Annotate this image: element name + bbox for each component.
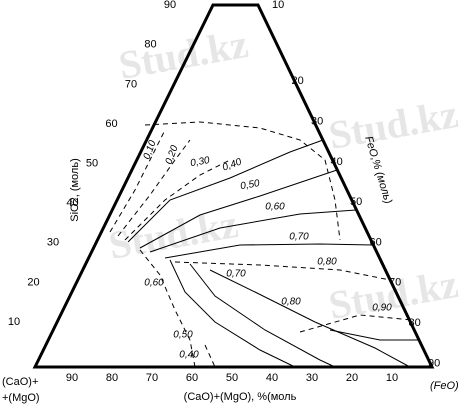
isoline [164, 243, 374, 259]
isoline [169, 259, 296, 368]
isoline-label: 0,50 [239, 178, 261, 192]
bottom-tick-label: 20 [346, 372, 358, 384]
isolines [109, 121, 418, 368]
watermark: Stud.kz [325, 91, 461, 158]
isoline [204, 344, 216, 368]
axis-label: SiO2, (моль) [69, 158, 81, 221]
right-tick-label: 10 [272, 0, 284, 11]
right-tick-label: 80 [409, 317, 421, 329]
isoline [174, 261, 391, 281]
right-tick-label: 40 [331, 156, 343, 168]
bottom-tick-label: 50 [226, 372, 238, 384]
isoline [109, 129, 166, 233]
isoline [189, 263, 336, 368]
left-tick-label: 60 [105, 118, 117, 130]
bottom-tick-label: 30 [306, 372, 318, 384]
left-tick-label: 90 [164, 0, 176, 11]
isoline-label: 0,70 [289, 232, 309, 243]
left-tick-label: 50 [86, 158, 98, 170]
right-tick-label: 60 [370, 236, 382, 248]
isoline-label: 0,70 [226, 269, 246, 280]
left-tick-label: 30 [47, 237, 59, 249]
isoline-label: 0,50 [173, 330, 193, 341]
watermark: Stud.kz [105, 201, 241, 268]
left-tick-label: 40 [66, 197, 78, 209]
corner-label: +(MgO) [2, 392, 40, 404]
isoline-label: 0,60 [144, 278, 164, 289]
right-tick-label: 20 [292, 75, 304, 87]
left-tick-label: 20 [27, 276, 39, 288]
axis-label: (CaO)+(MgO), %(моль [184, 391, 297, 403]
bottom-tick-label: 80 [106, 372, 118, 384]
corner-label: (FeO) [430, 380, 459, 392]
isoline-label: 0,40 [221, 156, 243, 173]
isoline [329, 329, 418, 341]
corner-label: (CaO)+ [2, 376, 38, 388]
isoline [139, 249, 196, 368]
isoline [209, 269, 411, 368]
left-tick-label: 10 [8, 316, 20, 328]
isoline [149, 209, 357, 253]
isoline-label: 0,90 [372, 303, 392, 314]
isoline-label: 0,40 [179, 350, 199, 361]
isoline-label: 0,30 [189, 155, 211, 169]
isoline-label: 0,20 [164, 144, 181, 166]
bottom-tick-label: 10 [386, 372, 398, 384]
right-tick-label: 50 [350, 196, 362, 208]
left-tick-label: 80 [144, 39, 156, 51]
bottom-tick-label: 70 [146, 372, 158, 384]
right-tick-label: 30 [311, 116, 323, 128]
bottom-tick-label: 90 [66, 372, 78, 384]
isoline-label: 0,80 [317, 257, 337, 268]
isoline [124, 159, 231, 241]
isoline-label: 0,60 [265, 202, 285, 213]
isoline [127, 139, 324, 243]
isoline [144, 121, 341, 241]
isoline [299, 314, 413, 333]
right-tick-label: 70 [389, 277, 401, 289]
isoline [117, 139, 191, 237]
triangle [32, 3, 435, 369]
right-tick-label: 90 [428, 357, 440, 369]
left-tick-label: 70 [125, 78, 137, 90]
isoline [139, 169, 338, 249]
bottom-tick-label: 60 [186, 372, 198, 384]
isoline-label: 0,80 [281, 297, 301, 308]
bottom-tick-label: 40 [266, 372, 278, 384]
